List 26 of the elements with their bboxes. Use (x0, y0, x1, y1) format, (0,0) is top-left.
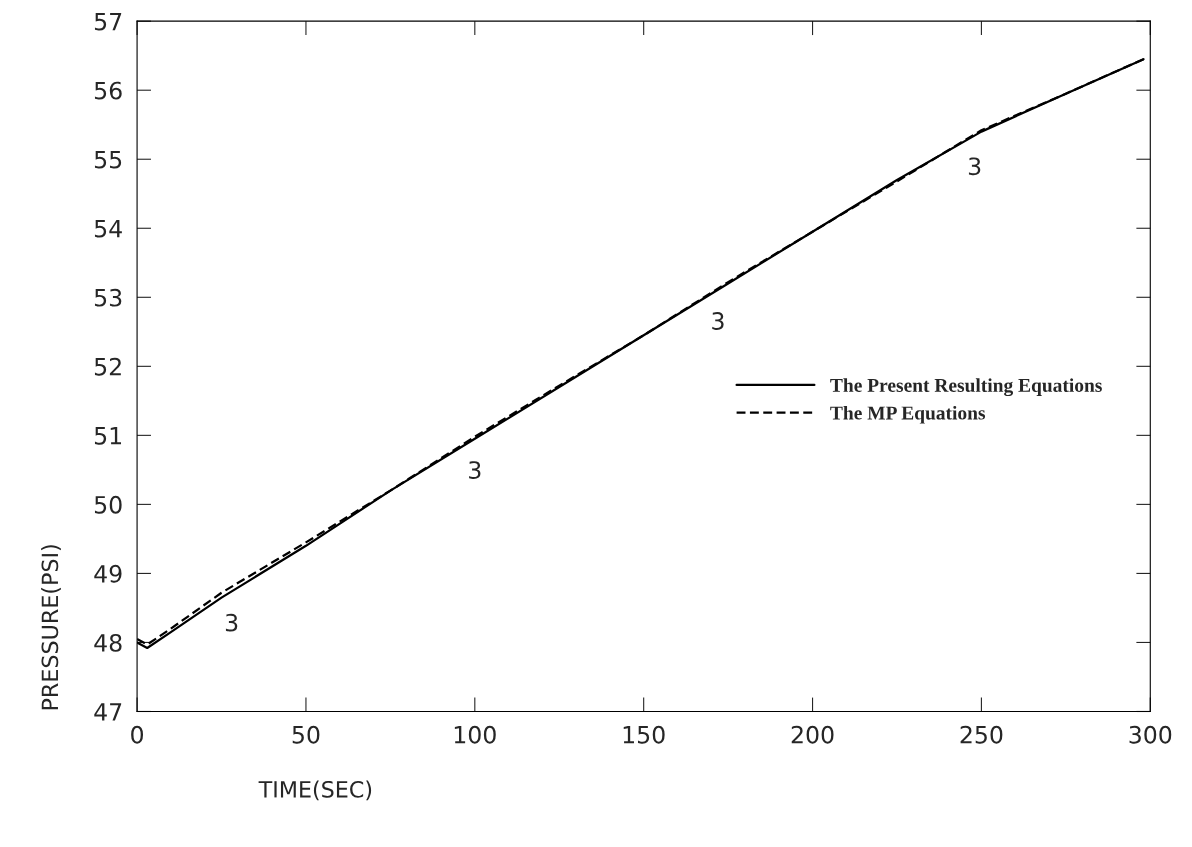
x-tick-label: 250 (960, 725, 1003, 744)
y-tick-label: 48 (94, 633, 122, 652)
y-tick-label: 49 (94, 564, 122, 583)
x-tick-label: 100 (454, 725, 496, 744)
y-tick-label: 56 (94, 81, 122, 100)
x-tick-label: 50 (292, 725, 320, 744)
y-tick-label: 51 (94, 427, 122, 445)
y-tick-label: 47 (94, 703, 122, 721)
x-tick-label: 300 (1129, 725, 1172, 744)
y-tick-label: 52 (94, 357, 121, 376)
annotation: 3 (712, 312, 724, 330)
y-tick-label: 50 (94, 495, 122, 514)
y-tick-label: 57 (94, 12, 122, 31)
x-axis-title: TIME(SEC) (258, 780, 372, 801)
annotation: 3 (225, 613, 238, 632)
y-tick-label: 53 (94, 288, 122, 307)
x-tick-label: 200 (791, 725, 834, 744)
y-axis-title: PRESSURE(PSI) (41, 545, 61, 710)
x-tick-label: 0 (131, 725, 144, 744)
legend-label: The Present Resulting Equations (830, 378, 1102, 397)
annotation: 3 (968, 157, 981, 176)
x-tick-label: 150 (623, 725, 665, 744)
y-tick-label: 54 (94, 220, 122, 238)
legend-label: The MP Equations (830, 405, 986, 424)
y-tick-label: 55 (94, 150, 122, 169)
annotation: 3 (469, 461, 481, 479)
